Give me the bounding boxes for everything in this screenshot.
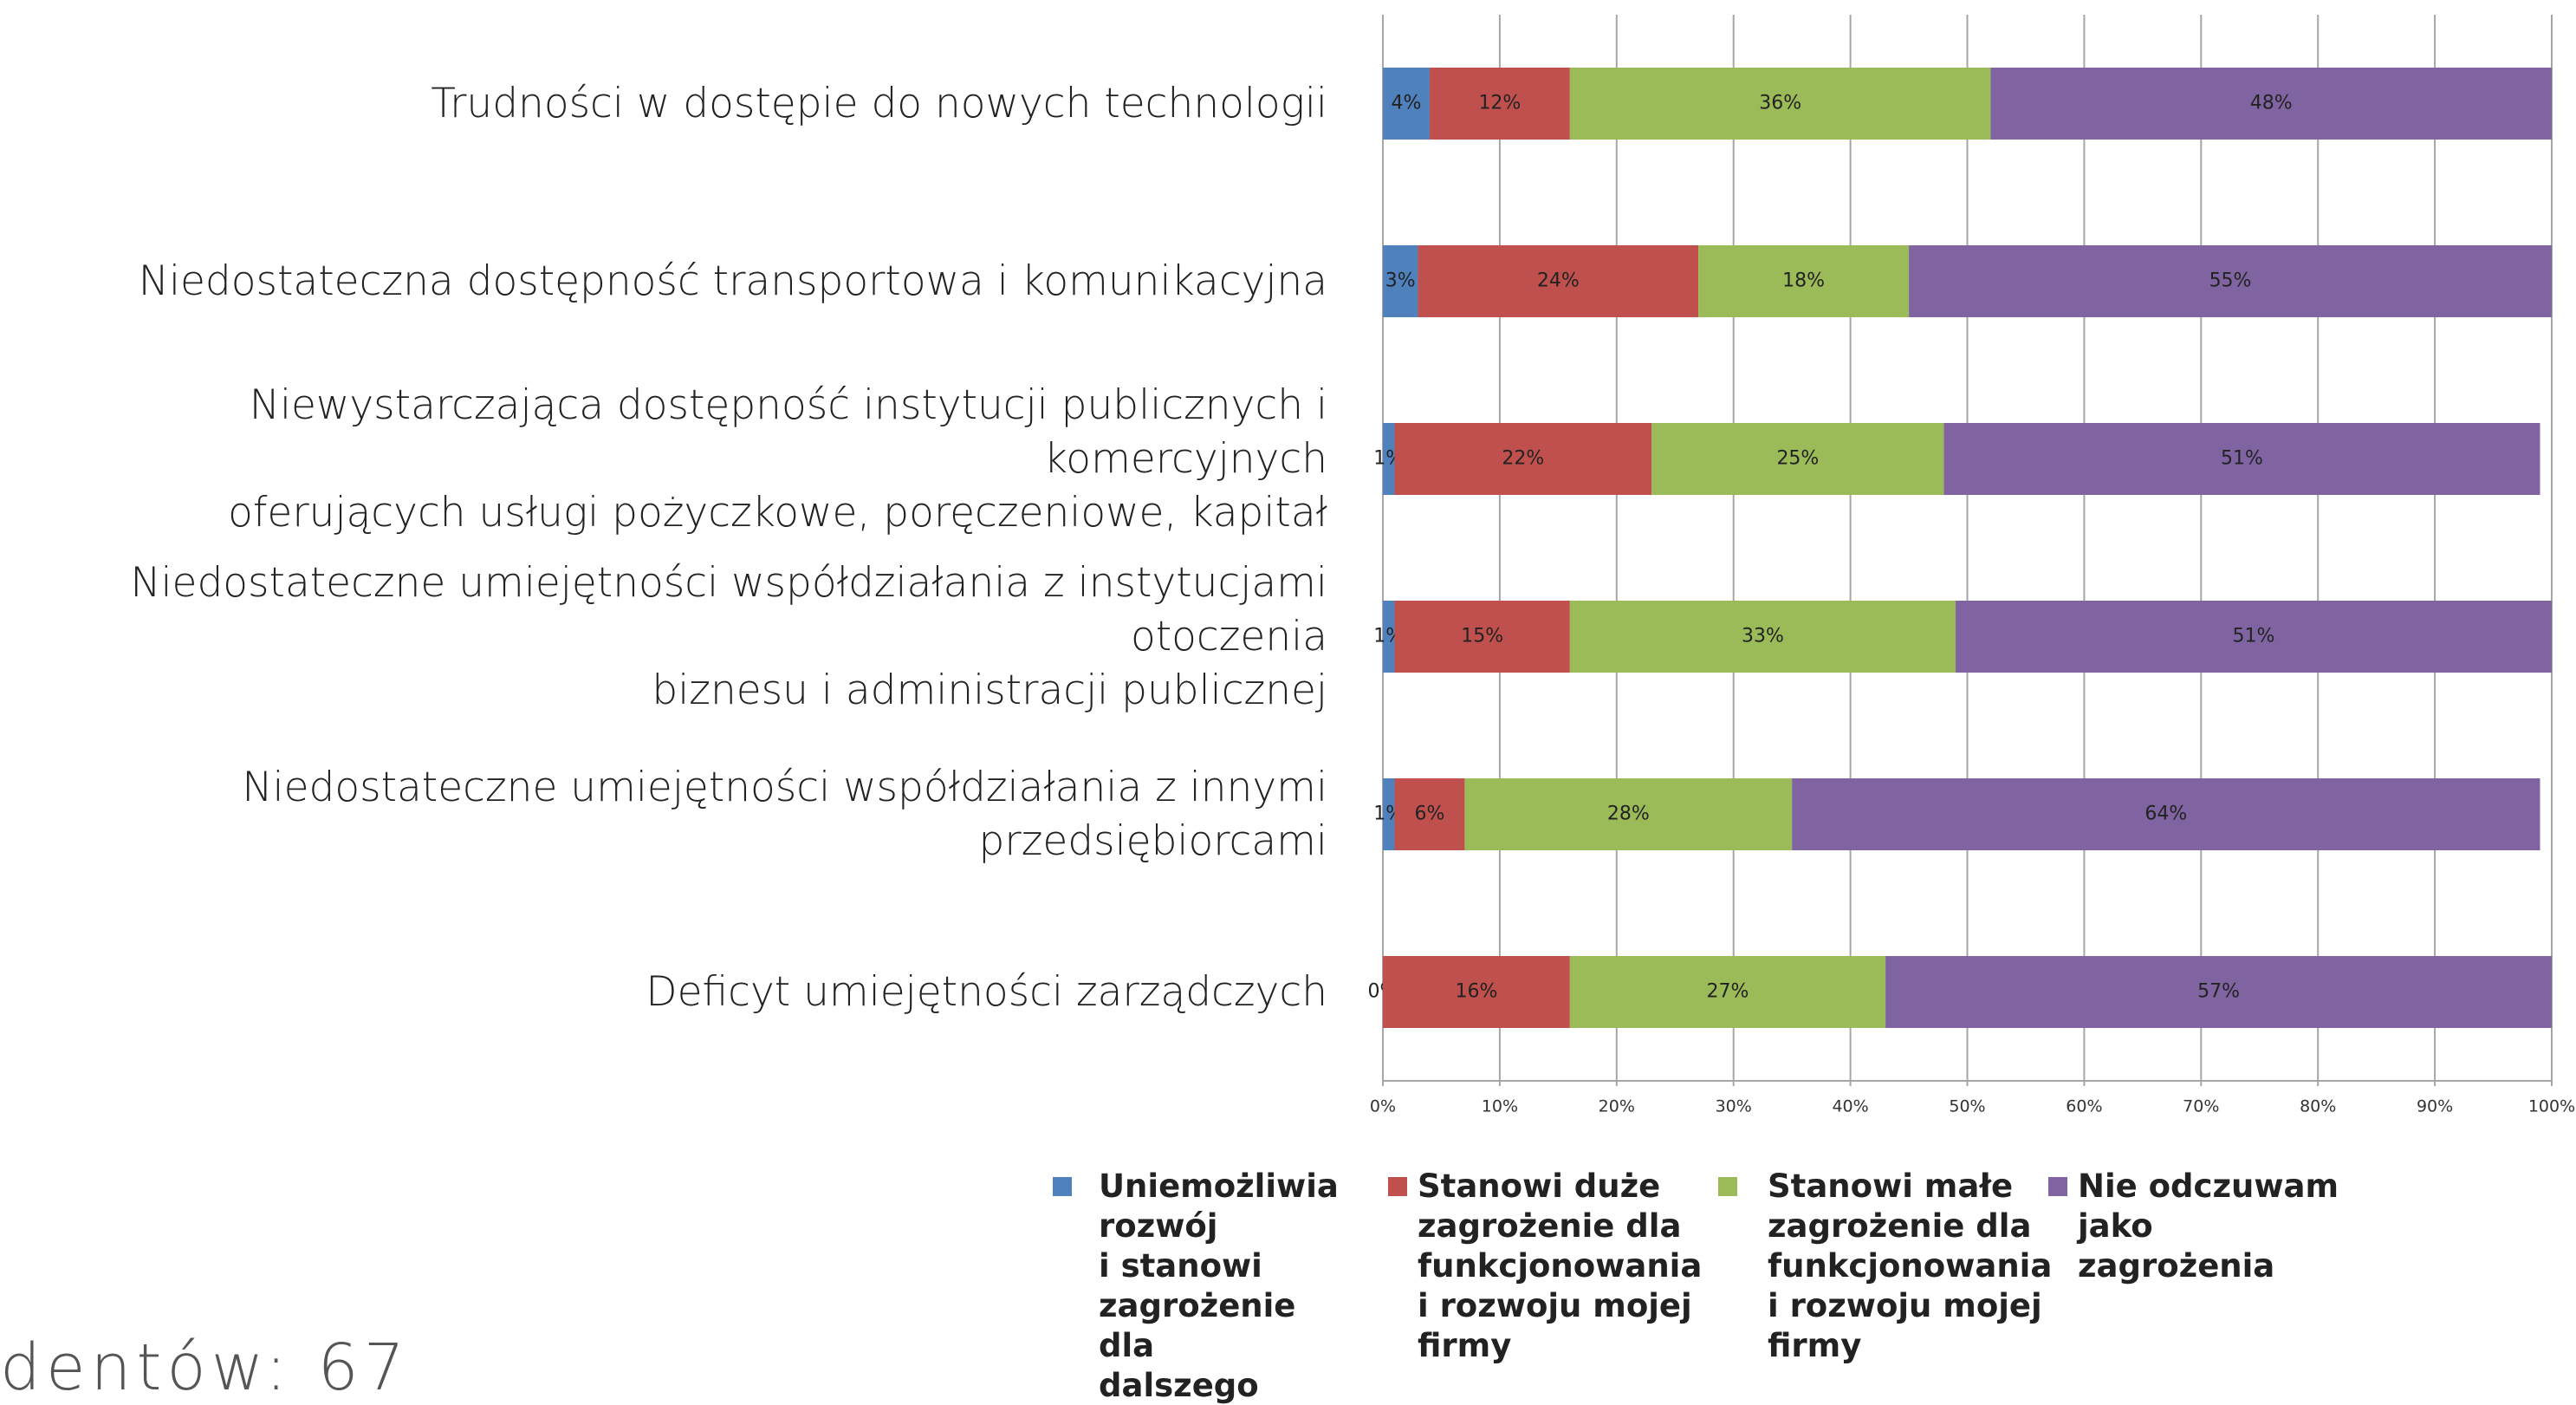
data-label: 24% [1537, 270, 1580, 292]
bar-segment [1569, 956, 1886, 1028]
bar-segment [1792, 778, 2540, 850]
bar-segment [1885, 956, 2552, 1028]
bar-segment [1569, 601, 1956, 673]
bar-segment [1464, 778, 1793, 850]
data-label: 16% [1455, 981, 1497, 1003]
bar-segment [1383, 956, 1570, 1028]
data-label: 25% [1776, 448, 1819, 470]
x-tick-label: 90% [2417, 1097, 2453, 1116]
legend-swatch [1388, 1177, 1407, 1196]
x-tick-label: 30% [1716, 1097, 1752, 1116]
data-label: 6% [1415, 803, 1445, 825]
category-label: Niedostateczne umiejętności współdziałan… [242, 763, 1327, 865]
legend-label: Uniemożliwia rozwój i stanowi zagrożenie… [1099, 1168, 1339, 1404]
x-tick-label: 60% [2066, 1097, 2102, 1116]
data-label: 55% [2209, 270, 2252, 292]
bar-segment [1651, 423, 1944, 495]
data-label: 15% [1461, 626, 1503, 647]
bar-segment [1956, 601, 2552, 673]
x-tick-label: 70% [2183, 1097, 2219, 1116]
x-tick-label: 10% [1482, 1097, 1518, 1116]
bar-segment [1383, 601, 1395, 673]
bar-segment [1990, 68, 2552, 140]
data-label: 48% [2250, 93, 2293, 114]
bar-segment [1394, 601, 1570, 673]
legend-swatch [1053, 1177, 1072, 1196]
bar-segment [1394, 423, 1652, 495]
data-label: 51% [2233, 626, 2275, 647]
data-label: 51% [2221, 448, 2263, 470]
bar-segment [1383, 68, 1430, 140]
data-label: 64% [2145, 803, 2187, 825]
category-label: Trudności w dostępie do nowych technolog… [431, 79, 1327, 127]
legend-swatch [2048, 1177, 2067, 1196]
bar-segment [1909, 245, 2552, 317]
data-label: 33% [1742, 626, 1784, 647]
bar-segment [1418, 245, 1699, 317]
legend-label: Stanowi małe zagrożenie dla funkcjonowan… [1768, 1168, 2053, 1364]
category-label: Niewystarczająca dostępność instytucji p… [228, 381, 1327, 537]
x-tick-label: 80% [2300, 1097, 2336, 1116]
legend-label: Stanowi duże zagrożenie dla funkcjonowan… [1418, 1168, 1703, 1364]
data-label: 18% [1782, 270, 1825, 292]
data-label: 27% [1707, 981, 1749, 1003]
x-tick-label: 20% [1599, 1097, 1635, 1116]
category-label: Deficyt umiejętności zarządczych [646, 967, 1327, 1016]
bar-segment [1429, 68, 1570, 140]
bar-segment [1383, 778, 1395, 850]
x-tick-label: 100% [2528, 1097, 2575, 1116]
data-label: 22% [1502, 448, 1544, 470]
data-label: 12% [1478, 93, 1521, 114]
data-label: 36% [1759, 93, 1801, 114]
data-label: 3% [1385, 270, 1416, 292]
footnote: dentów: 67 [0, 1330, 410, 1405]
bar-segment [1943, 423, 2540, 495]
bar-segment [1569, 68, 1991, 140]
bar-segment [1383, 423, 1395, 495]
data-label: 57% [2197, 981, 2240, 1003]
data-label: 28% [1607, 803, 1650, 825]
bar-segment [1383, 245, 1418, 317]
bar-segment [1394, 778, 1465, 850]
bar-segment [1698, 245, 1910, 317]
x-tick-label: 40% [1832, 1097, 1868, 1116]
x-tick-label: 0% [1370, 1097, 1396, 1116]
category-label: Niedostateczne umiejętności współdziałan… [130, 558, 1327, 714]
legend-label: Nie odczuwam jako zagrożenia [2078, 1168, 2339, 1285]
category-label: Niedostateczna dostępność transportowa i… [138, 257, 1327, 305]
legend-swatch [1718, 1177, 1737, 1196]
data-label: 4% [1392, 93, 1422, 114]
x-tick-label: 50% [1949, 1097, 1985, 1116]
